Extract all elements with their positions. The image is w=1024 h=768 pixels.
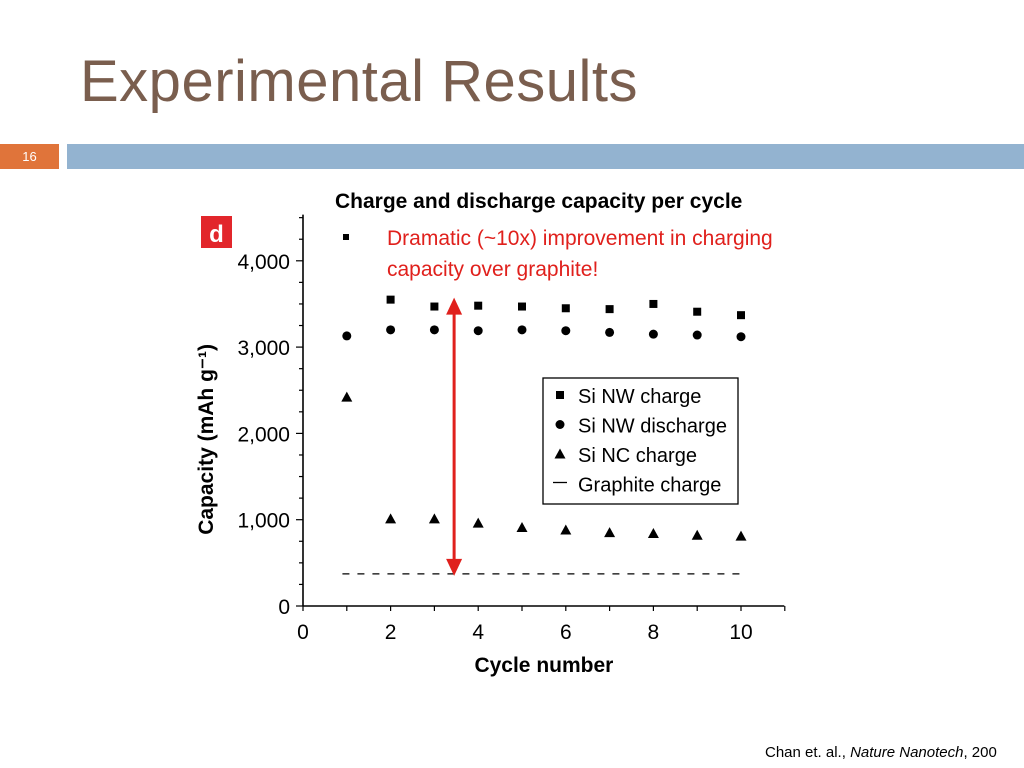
header-divider-bar [67,144,1024,169]
annotation-arrow-head-bottom [446,558,463,576]
si-nc-charge-point [647,528,659,539]
citation-authors: Chan et. al., [765,744,851,761]
si-nw-charge-point [649,299,658,308]
chart-axes: d 0 1,000 2,000 3,000 4,000 0 2 4 6 8 10 Cycle numbe… [195,214,786,677]
x-tick-label: 2 [385,621,397,644]
legend-label: Si NW charge [578,386,701,408]
si-nc-charge-point [341,391,353,402]
si-nw-discharge-point [736,332,746,342]
si-nc-charge-point [560,524,572,535]
slide-title: Experimental Results [80,49,638,114]
slide-number-badge: 16 [0,144,59,169]
si-nc-charge-point [604,527,616,538]
si-nc-charge-point [385,513,397,524]
x-tick-label: 8 [648,621,660,644]
x-tick-label: 0 [297,621,309,644]
legend-circle-icon [555,420,565,429]
bullet-text: Dramatic (~10x) improvement in charging … [387,227,773,281]
si-nw-discharge-point [692,330,702,340]
legend-triangle-icon [554,448,566,459]
si-nc-charge-point [428,513,440,524]
si-nw-charge-point [430,302,439,311]
citation-journal: Nature Nanotech [850,744,964,761]
si-nw-charge-point [386,295,395,304]
y-tick-label: 3,000 [237,337,290,360]
si-nc-charge-point [472,517,484,528]
panel-label-box [201,216,232,248]
si-nw-discharge-point [429,325,439,335]
legend-box [542,377,739,505]
chart-legend: Si NW charge Si NW discharge Si NC charge G… [542,377,739,505]
si-nc-charge-point [516,521,528,532]
si-nw-discharge-point [473,326,483,336]
si-nw-discharge-point [342,331,352,341]
si-nw-discharge-point [517,325,527,335]
si-nw-charge-point [518,302,526,311]
y-tick-label: 2,000 [237,423,290,446]
si-nc-charge-point [691,529,703,540]
x-tick-label: 4 [472,621,484,644]
chart-marks [341,295,747,576]
si-nw-charge-point [474,301,483,310]
si-nw-charge-point [561,304,570,313]
x-axis-label: Cycle number [474,654,613,677]
x-tick-label: 6 [560,621,572,644]
y-tick-label: 1,000 [237,510,290,533]
legend-label: Graphite charge [578,475,721,497]
citation: Chan et. al., Nature Nanotech, 200 [765,744,997,761]
chart-subtitle: Charge and discharge capacity per cycle [335,190,743,213]
annotation-arrow-head-top [446,297,463,315]
y-tick-label: 0 [278,596,290,619]
citation-year: , 200 [963,744,997,761]
panel-label: d [209,221,224,248]
si-nw-charge-point [693,307,702,316]
legend-label: Si NW discharge [578,416,727,438]
si-nw-discharge-point [561,326,571,336]
si-nw-discharge-point [605,327,615,337]
si-nw-charge-point [605,305,614,314]
x-tick-label: 10 [729,621,752,644]
si-nc-charge-point [735,530,747,541]
si-nw-discharge-point [386,325,396,335]
y-tick-label: 4,000 [237,251,290,274]
legend-label: Si NC charge [578,445,697,467]
legend-square-icon [556,391,564,399]
si-nw-charge-point [737,311,745,320]
bullet-square-icon [343,234,349,240]
y-axis-label: Capacity (mAh g⁻¹) [195,344,218,535]
si-nw-discharge-point [648,329,658,339]
slide-number: 16 [22,149,37,164]
